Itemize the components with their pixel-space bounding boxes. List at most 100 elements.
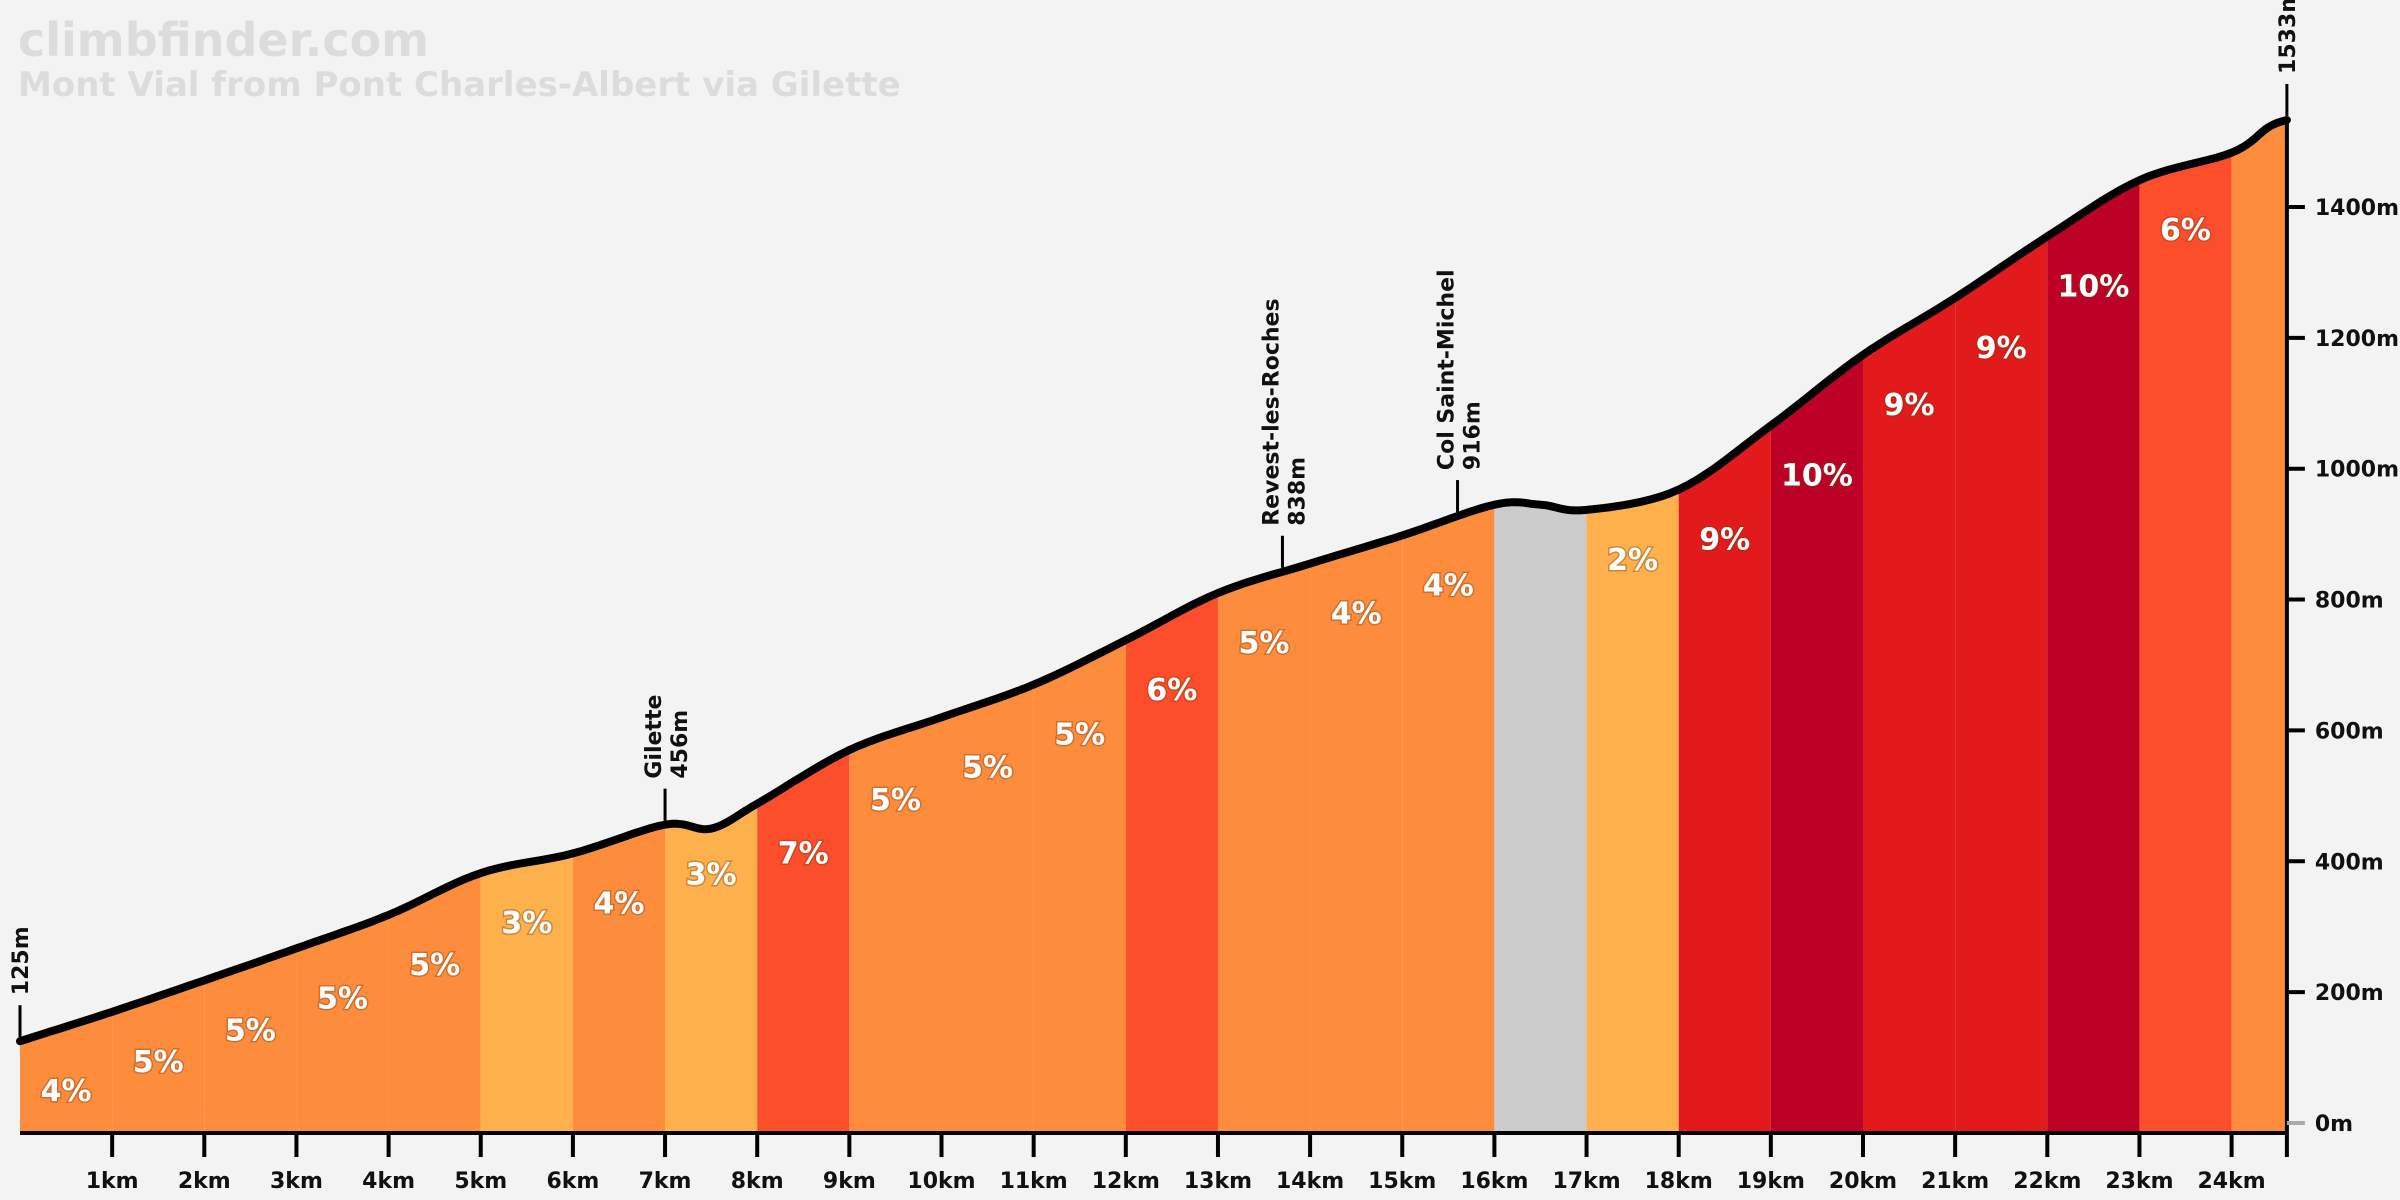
poi-name: Revest-les-Roches xyxy=(1259,298,1284,525)
poi-elevation: 1533m xyxy=(2276,0,2301,74)
x-tick-label: 19km xyxy=(1737,1169,1805,1194)
gradient-segment xyxy=(296,914,389,1133)
x-tick-label: 5km xyxy=(454,1169,507,1194)
elevation-line xyxy=(16,116,2291,1046)
gradient-segment xyxy=(1678,425,1771,1133)
gradient-segment xyxy=(665,803,758,1133)
x-tick-label: 14km xyxy=(1276,1169,1344,1194)
x-tick-label: 18km xyxy=(1645,1169,1713,1194)
x-tick-label: 11km xyxy=(1000,1169,1068,1194)
gradient-label: 4% xyxy=(41,1074,92,1109)
y-tick-label: 1400m xyxy=(2315,196,2399,221)
y-tick-label: 0m xyxy=(2315,1112,2353,1137)
poi-elevation: 456m xyxy=(668,710,693,779)
y-tick-label: 800m xyxy=(2315,589,2384,614)
poi-label-group: Col Saint-Michel 916m xyxy=(1435,269,1486,470)
x-tick-label: 21km xyxy=(1921,1169,1989,1194)
x-tick-label: 20km xyxy=(1829,1169,1897,1194)
gradient-label: 7% xyxy=(778,837,829,872)
x-tick-label: 2km xyxy=(178,1169,231,1194)
gradient-segment xyxy=(204,948,297,1133)
gradient-label: 4% xyxy=(594,886,645,921)
x-axis: 1km 2km 3km 4km 5km 6km 7km 8km 9km 10km 11km 12km 1… xyxy=(20,1131,2289,1194)
poi-name: Gilette xyxy=(642,695,667,779)
poi-elevation: 125m xyxy=(9,926,34,995)
x-tick-label: 9km xyxy=(823,1169,876,1194)
poi-name: Col Saint-Michel xyxy=(1435,269,1460,470)
gradient-label: 5% xyxy=(870,783,921,818)
x-tick-label: 13km xyxy=(1184,1169,1252,1194)
x-tick-label: 3km xyxy=(270,1169,323,1194)
gradient-label: 10% xyxy=(1781,459,1853,494)
gradient-segment xyxy=(112,980,205,1133)
x-tick-label: 17km xyxy=(1552,1169,1620,1194)
x-tick-label: 16km xyxy=(1460,1169,1528,1194)
x-tick-label: 7km xyxy=(639,1169,692,1194)
x-tick-label: 22km xyxy=(2013,1169,2081,1194)
gradient-label: 9% xyxy=(1884,388,1935,423)
gradient-label: 2% xyxy=(1607,543,1658,578)
gradient-segment xyxy=(1217,563,1311,1133)
gradient-segment xyxy=(480,853,573,1133)
gradient-segment xyxy=(572,824,666,1133)
poi-label-group: Revest-les-Roches 838m xyxy=(1259,298,1310,525)
x-tick-label: 15km xyxy=(1368,1169,1436,1194)
gradient-segments xyxy=(20,119,2287,1134)
x-tick-label: 6km xyxy=(546,1169,599,1194)
gradient-labels: 4% 5% 5% 5% 5% 3% 4% 3% 7% 5% 5% 5% 6% 5% 4% 4% 2% 9% 10% 9… xyxy=(39,212,2212,1111)
y-tick-label: 200m xyxy=(2315,981,2384,1006)
y-tick-label: 1000m xyxy=(2315,458,2399,483)
gradient-segment xyxy=(1494,502,1587,1134)
gradient-segment xyxy=(849,717,942,1133)
gradient-label: 4% xyxy=(1331,597,1382,632)
x-tick-label: 4km xyxy=(362,1169,415,1194)
gradient-segment xyxy=(1770,354,1863,1133)
x-tick-label: 12km xyxy=(1092,1169,1160,1194)
poi-label-group: 125m xyxy=(9,926,34,995)
gradient-label: 9% xyxy=(1976,331,2027,366)
gradient-label: 3% xyxy=(501,906,552,941)
y-tick-label: 1200m xyxy=(2315,327,2399,352)
gradient-label: 4% xyxy=(1423,568,1474,603)
gradient-segment xyxy=(1863,297,1956,1133)
gradient-label: 5% xyxy=(1239,626,1290,661)
poi-label-group: Gilette 456m xyxy=(642,695,693,779)
gradient-segment xyxy=(2231,119,2287,1133)
site-watermark: climbfinder.com xyxy=(18,13,429,67)
gradient-label: 6% xyxy=(1146,673,1197,708)
poi-label-group: 1533m xyxy=(2276,0,2301,74)
x-tick-label: 23km xyxy=(2105,1169,2173,1194)
gradient-label: 10% xyxy=(2057,269,2129,304)
profile-line-group xyxy=(16,116,2291,1046)
gradient-label: 6% xyxy=(2160,213,2211,248)
y-tick-label: 400m xyxy=(2315,850,2384,875)
y-axis: 0m 200m 400m 600m 800m 1000m 1200m 1400m xyxy=(2284,119,2399,1137)
y-tick-label: 600m xyxy=(2315,719,2384,744)
gradient-label: 5% xyxy=(1054,718,1105,753)
gradient-label: 5% xyxy=(225,1013,276,1048)
gradient-segment xyxy=(1586,489,1679,1134)
x-tick-label: 8km xyxy=(731,1169,784,1194)
gradient-segment xyxy=(20,1011,113,1133)
poi-annotations: 125m Gilette 456m Revest-les-Roches 838m Col … xyxy=(9,0,2301,1038)
gradient-label: 9% xyxy=(1699,523,1750,558)
gradient-segment xyxy=(2139,152,2232,1133)
gradient-segment xyxy=(757,750,850,1133)
gradient-segment xyxy=(1033,640,1126,1133)
chart-title: Mont Vial from Pont Charles-Albert via G… xyxy=(18,65,901,105)
poi-elevation: 916m xyxy=(1461,401,1486,470)
gradient-label: 5% xyxy=(133,1045,184,1080)
gradient-label: 5% xyxy=(317,981,368,1016)
x-tick-label: 10km xyxy=(907,1169,975,1194)
gradient-segment xyxy=(388,873,481,1133)
gradient-segment xyxy=(1402,504,1495,1133)
gradient-segment xyxy=(2047,180,2140,1134)
gradient-label: 3% xyxy=(686,858,737,893)
x-tick-label: 1km xyxy=(86,1169,139,1194)
gradient-label: 5% xyxy=(962,750,1013,785)
gradient-segment xyxy=(1955,236,2048,1134)
gradient-segment xyxy=(1310,535,1403,1133)
gradient-label: 5% xyxy=(409,948,460,983)
gradient-segment xyxy=(941,684,1034,1133)
